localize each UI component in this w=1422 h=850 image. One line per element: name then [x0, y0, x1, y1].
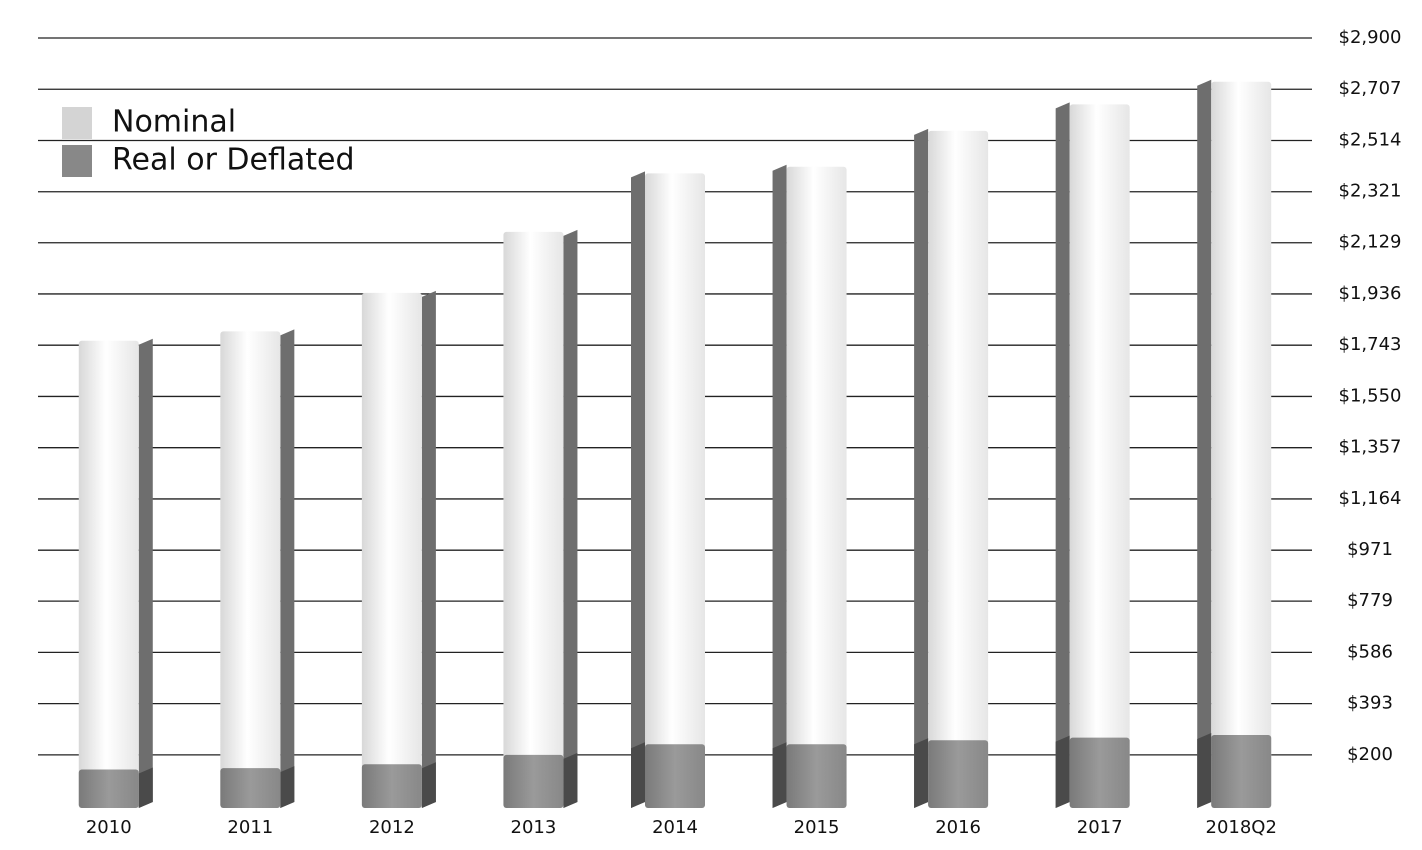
bar	[503, 754, 564, 808]
legend-label: Nominal	[112, 105, 236, 140]
bar	[928, 740, 989, 808]
y-tick-label: $2,321	[1339, 181, 1402, 202]
legend-swatch	[62, 145, 92, 177]
y-tick-label: $1,357	[1339, 437, 1402, 458]
bar-side	[421, 762, 436, 808]
y-tick-label: $2,514	[1339, 129, 1402, 150]
bar-side	[138, 338, 153, 808]
x-tick-label: 2017	[1077, 817, 1123, 838]
y-tick-label: $1,743	[1339, 334, 1402, 355]
bar-side	[280, 329, 295, 808]
bar	[220, 768, 281, 808]
bar	[1211, 734, 1272, 808]
y-tick-label: $2,707	[1339, 78, 1402, 99]
legend-swatch	[62, 107, 92, 139]
bar-side	[772, 164, 787, 808]
bar	[786, 166, 847, 808]
bar-side	[421, 290, 436, 808]
bar	[220, 331, 281, 808]
bar	[503, 231, 564, 809]
bar	[78, 769, 139, 808]
bar	[1211, 81, 1272, 808]
bar-side	[914, 128, 929, 808]
y-tick-label: $393	[1347, 693, 1393, 714]
x-tick-label: 2018Q2	[1206, 817, 1277, 838]
bar-side	[631, 742, 645, 808]
y-tick-label: $971	[1347, 539, 1393, 560]
bar	[1069, 737, 1130, 808]
y-tick-label: $2,129	[1339, 232, 1402, 253]
bar-side	[631, 171, 645, 808]
bar	[645, 173, 705, 808]
y-tick-label: $1,550	[1339, 385, 1402, 406]
y-tick-label: $779	[1347, 590, 1393, 611]
bar-side	[563, 752, 578, 808]
y-tick-label: $200	[1347, 744, 1393, 765]
bar-side	[772, 742, 787, 808]
bar	[928, 130, 989, 808]
y-tick-label: $586	[1347, 641, 1393, 662]
y-tick-label: $1,936	[1339, 283, 1402, 304]
x-tick-label: 2010	[86, 817, 132, 838]
legend-label: Real or Deflated	[112, 143, 355, 178]
bar-side	[1197, 732, 1212, 808]
bar	[361, 764, 422, 808]
x-tick-label: 2013	[511, 817, 557, 838]
bar-side	[563, 229, 578, 809]
bar-side	[280, 766, 295, 808]
bar-side	[1197, 79, 1212, 808]
bar-side	[138, 767, 153, 808]
bar	[361, 292, 422, 808]
y-tick-label: $2,900	[1339, 27, 1402, 48]
x-tick-label: 2016	[935, 817, 981, 838]
bar	[786, 744, 847, 808]
x-tick-label: 2015	[794, 817, 840, 838]
y-tick-label: $1,164	[1339, 488, 1402, 509]
bar-side	[914, 738, 929, 808]
x-tick-label: 2011	[227, 817, 273, 838]
bar	[645, 744, 705, 808]
bar	[78, 340, 139, 808]
x-tick-label: 2014	[652, 817, 698, 838]
bar	[1069, 104, 1130, 808]
bar-side	[1055, 102, 1070, 808]
bar-side	[1055, 735, 1070, 808]
x-tick-label: 2012	[369, 817, 415, 838]
